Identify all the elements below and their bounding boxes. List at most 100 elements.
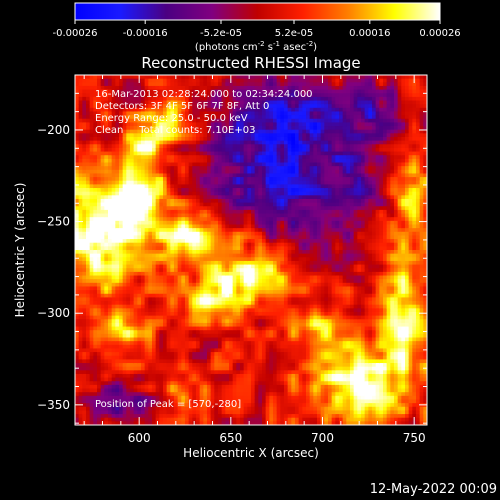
- heatmap-cell: [166, 104, 171, 109]
- heatmap-cell: [221, 301, 226, 306]
- heatmap-cell: [93, 82, 98, 87]
- heatmap-cell: [159, 188, 164, 193]
- heatmap-cell: [119, 169, 124, 175]
- heatmap-cell: [203, 311, 208, 317]
- heatmap-cell: [97, 155, 102, 160]
- heatmap-cell: [188, 144, 193, 149]
- heatmap-cell: [89, 235, 94, 240]
- heatmap-cell: [152, 228, 157, 233]
- heatmap-cell: [126, 377, 131, 382]
- heatmap-cell: [214, 129, 219, 134]
- heatmap-cell: [254, 235, 259, 240]
- heatmap-cell: [130, 304, 135, 309]
- heatmap-cell: [126, 355, 131, 360]
- heatmap-cell: [232, 158, 237, 164]
- heatmap-cell: [174, 363, 179, 368]
- heatmap-cell: [152, 377, 157, 382]
- heatmap-cell: [240, 322, 245, 328]
- heatmap-cell: [115, 355, 120, 360]
- heatmap-cell: [181, 155, 186, 160]
- heatmap-cell: [166, 184, 171, 189]
- heatmap-cell: [254, 140, 259, 145]
- heatmap-cell: [155, 370, 160, 375]
- heatmap-cell: [93, 231, 98, 237]
- heatmap-cell: [262, 118, 267, 123]
- heatmap-cell: [119, 213, 124, 218]
- heatmap-cell: [243, 388, 248, 393]
- heatmap-cell: [232, 308, 237, 313]
- heatmap-cell: [214, 246, 219, 251]
- heatmap-cell: [126, 162, 131, 167]
- heatmap-cell: [89, 188, 94, 193]
- heatmap-cell: [177, 253, 182, 258]
- heatmap-cell: [207, 155, 212, 160]
- heatmap-cell: [210, 355, 215, 360]
- heatmap-cell: [203, 144, 208, 149]
- heatmap-cell: [89, 96, 94, 102]
- heatmap-cell: [108, 417, 113, 422]
- heatmap-cell: [86, 301, 91, 306]
- heatmap-cell: [86, 82, 91, 87]
- heatmap-cell: [247, 399, 252, 404]
- heatmap-cell: [115, 417, 120, 422]
- heatmap-cell: [185, 290, 190, 295]
- heatmap-cell: [104, 155, 109, 160]
- heatmap-cell: [170, 250, 175, 255]
- heatmap-cell: [196, 129, 201, 134]
- heatmap-cell: [221, 140, 226, 145]
- heatmap-cell: [152, 337, 157, 342]
- heatmap-cell: [159, 311, 164, 317]
- heatmap-cell: [181, 213, 186, 218]
- heatmap-cell: [126, 93, 131, 98]
- heatmap-cell: [126, 155, 131, 160]
- heatmap-cell: [122, 392, 127, 397]
- heatmap-cell: [100, 414, 105, 419]
- heatmap-cell: [137, 104, 142, 109]
- heatmap-cell: [192, 301, 197, 306]
- heatmap-cell: [236, 282, 241, 288]
- heatmap-cell: [108, 155, 113, 160]
- heatmap-cell: [163, 242, 168, 247]
- heatmap-cell: [203, 315, 208, 320]
- heatmap-cell: [86, 260, 91, 266]
- heatmap-cell: [254, 191, 259, 196]
- heatmap-cell: [262, 93, 267, 98]
- heatmap-cell: [221, 198, 226, 204]
- heatmap-cell: [82, 158, 87, 164]
- heatmap-cell: [236, 129, 241, 134]
- heatmap-cell: [159, 399, 164, 404]
- heatmap-cell: [93, 341, 98, 346]
- heatmap-cell: [243, 151, 248, 156]
- heatmap-cell: [221, 271, 226, 277]
- heatmap-cell: [148, 359, 153, 364]
- heatmap-cell: [75, 253, 80, 258]
- heatmap-cell: [247, 330, 252, 335]
- heatmap-cell: [86, 209, 91, 215]
- heatmap-cell: [199, 395, 204, 401]
- heatmap-cell: [115, 209, 120, 215]
- heatmap-cell: [251, 297, 256, 302]
- heatmap-cell: [166, 107, 171, 113]
- heatmap-cell: [89, 133, 94, 138]
- heatmap-cell: [192, 107, 197, 113]
- heatmap-cell: [232, 100, 237, 105]
- heatmap-cell: [181, 122, 186, 127]
- heatmap-cell: [122, 220, 127, 226]
- heatmap-cell: [177, 293, 182, 298]
- heatmap-cell: [75, 93, 80, 98]
- heatmap-cell: [262, 290, 267, 295]
- heatmap-cell: [137, 136, 142, 142]
- heatmap-cell: [141, 169, 146, 175]
- heatmap-cell: [229, 242, 234, 247]
- heatmap-cell: [148, 173, 153, 178]
- heatmap-cell: [93, 333, 98, 339]
- heatmap-cell: [97, 348, 102, 353]
- heatmap-cell: [251, 290, 256, 295]
- heatmap-cell: [258, 246, 263, 251]
- heatmap-cell: [170, 195, 175, 200]
- heatmap-cell: [225, 381, 230, 386]
- heatmap-cell: [254, 151, 259, 156]
- heatmap-cell: [185, 126, 190, 131]
- heatmap-cell: [86, 166, 91, 171]
- heatmap-cell: [199, 202, 204, 207]
